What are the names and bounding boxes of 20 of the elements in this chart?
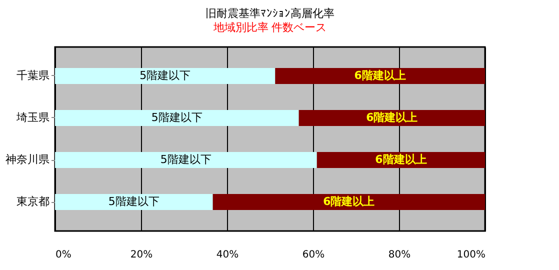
text: 5階建以下: [151, 110, 202, 124]
y-tick-label: 埼玉県: [16, 110, 50, 124]
chart-title: 旧耐震基準ﾏﾝｼｮﾝ高層化率: [206, 7, 334, 20]
x-tick-label: 100%: [456, 250, 486, 260]
text: 5階建以下: [108, 195, 160, 208]
x-tick-label: 20%: [130, 250, 153, 260]
series-label: 6階建以上: [375, 153, 427, 166]
x-tick-label: 0%: [56, 250, 72, 260]
y-tick-label: 神奈川県: [6, 153, 50, 166]
chart-subtitle: 地域別比率 件数ベース: [212, 21, 327, 34]
text: 6階建以上: [323, 195, 375, 208]
x-tick-label: 60%: [302, 250, 325, 260]
text: 6階建以上: [366, 110, 418, 124]
x-tick-label: 80%: [388, 250, 411, 260]
x-tick-label: 40%: [216, 250, 239, 260]
text: 5階建以下: [140, 68, 191, 82]
series-label: 5階建以下: [160, 153, 212, 166]
text: 6階建以上: [354, 68, 406, 82]
y-tick-label: 千葉県: [16, 68, 50, 82]
y-tick-label: 東京都: [16, 195, 50, 208]
